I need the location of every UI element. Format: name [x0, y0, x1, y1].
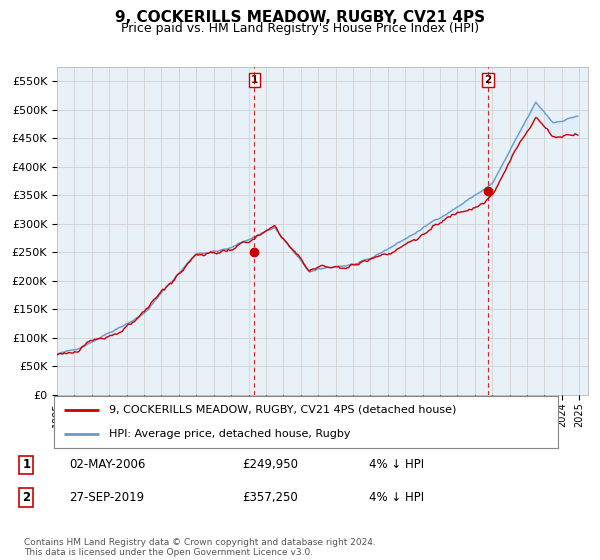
- Text: 02-MAY-2006: 02-MAY-2006: [70, 459, 146, 472]
- Text: 27-SEP-2019: 27-SEP-2019: [70, 491, 145, 503]
- Text: £249,950: £249,950: [242, 459, 298, 472]
- Text: HPI: Average price, detached house, Rugby: HPI: Average price, detached house, Rugb…: [109, 429, 351, 439]
- Text: Price paid vs. HM Land Registry's House Price Index (HPI): Price paid vs. HM Land Registry's House …: [121, 22, 479, 35]
- Text: £357,250: £357,250: [242, 491, 298, 503]
- Text: Contains HM Land Registry data © Crown copyright and database right 2024.
This d: Contains HM Land Registry data © Crown c…: [24, 538, 376, 557]
- Text: 4% ↓ HPI: 4% ↓ HPI: [369, 459, 424, 472]
- Text: 1: 1: [22, 459, 31, 472]
- Text: 9, COCKERILLS MEADOW, RUGBY, CV21 4PS (detached house): 9, COCKERILLS MEADOW, RUGBY, CV21 4PS (d…: [109, 405, 457, 415]
- Text: 4% ↓ HPI: 4% ↓ HPI: [369, 491, 424, 503]
- Text: 9, COCKERILLS MEADOW, RUGBY, CV21 4PS: 9, COCKERILLS MEADOW, RUGBY, CV21 4PS: [115, 10, 485, 25]
- Text: 2: 2: [22, 491, 31, 503]
- Text: 1: 1: [251, 76, 258, 85]
- Text: 2: 2: [484, 76, 491, 85]
